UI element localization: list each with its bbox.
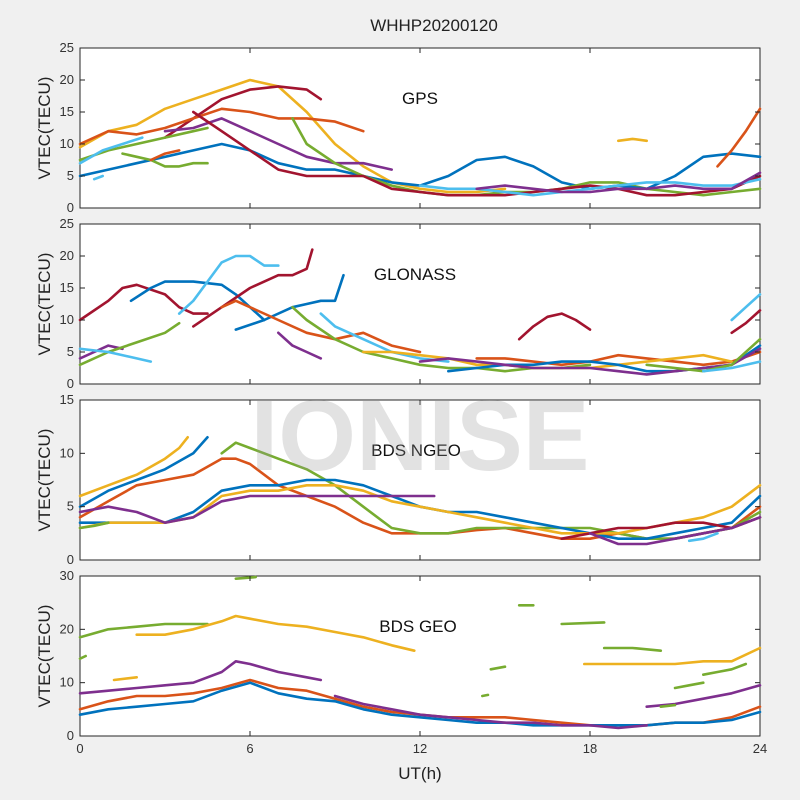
- series-line: [475, 350, 762, 367]
- series-line: [92, 174, 104, 181]
- panels: 0 5 10 15 20 25 GPS VTEC(TECU) 0 5 10 15 20 25 GLONASS…: [35, 40, 767, 756]
- y-axis-label: VTEC(TECU): [35, 253, 54, 356]
- x-tick-label: 6: [246, 741, 253, 756]
- y-tick-label: 15: [60, 392, 74, 407]
- series-line: [112, 676, 138, 682]
- y-tick-label: 20: [60, 621, 74, 636]
- series-line: [617, 137, 648, 143]
- y-tick-label: 20: [60, 248, 74, 263]
- series-line: [730, 309, 762, 335]
- y-tick-label: 25: [60, 40, 74, 55]
- axes-box: [79, 575, 761, 737]
- x-axis-label: UT(h): [398, 764, 441, 783]
- series-line: [234, 575, 257, 580]
- series-line: [560, 516, 762, 540]
- series-line: [78, 126, 209, 162]
- panel-glonass: 0 5 10 15 20 25 GLONASS VTEC(TECU): [35, 216, 762, 391]
- series-line: [78, 136, 144, 165]
- series-line: [333, 694, 648, 730]
- panel-label: BDS NGEO: [371, 441, 461, 460]
- series-line: [78, 436, 189, 498]
- series-line: [481, 693, 490, 698]
- series-line: [78, 521, 110, 530]
- series-line: [149, 149, 181, 162]
- series-line: [588, 516, 762, 546]
- y-tick-label: 10: [60, 312, 74, 327]
- series-line: [730, 293, 762, 322]
- series-line: [418, 347, 762, 376]
- series-line: [78, 78, 507, 194]
- series-line: [135, 614, 416, 652]
- series-line: [560, 621, 606, 626]
- x-tick-label: 18: [583, 741, 597, 756]
- series-line: [659, 703, 677, 708]
- series-line: [78, 347, 153, 363]
- panel-bds-ngeo: 0 5 10 15 BDS NGEO VTEC(TECU): [35, 392, 762, 567]
- series-line: [602, 646, 663, 652]
- series-line: [291, 117, 762, 197]
- series-line: [716, 107, 762, 168]
- series-line: [673, 681, 705, 690]
- y-tick-label: 0: [67, 728, 74, 743]
- series-line: [277, 331, 323, 360]
- series-line: [78, 654, 87, 660]
- series-line: [489, 665, 507, 671]
- y-tick-label: 10: [60, 445, 74, 460]
- series-line: [702, 662, 748, 676]
- y-tick-label: 0: [67, 552, 74, 567]
- figure-title: WHHP20200120: [370, 16, 498, 35]
- series-line: [234, 273, 345, 331]
- series-line: [517, 312, 592, 341]
- y-tick-label: 25: [60, 216, 74, 231]
- panel-gps: 0 5 10 15 20 25 GPS VTEC(TECU): [35, 40, 762, 215]
- y-tick-label: 5: [67, 168, 74, 183]
- y-axis-label: VTEC(TECU): [35, 605, 54, 708]
- series-line: [78, 494, 436, 524]
- series-line: [192, 110, 762, 197]
- y-axis-label: VTEC(TECU): [35, 429, 54, 532]
- panel-label: BDS GEO: [379, 617, 456, 636]
- series-line: [78, 660, 323, 695]
- y-tick-label: 20: [60, 72, 74, 87]
- y-tick-label: 10: [60, 675, 74, 690]
- y-tick-label: 15: [60, 280, 74, 295]
- series-line: [163, 117, 393, 171]
- series-line: [702, 360, 762, 373]
- series-line: [220, 299, 422, 354]
- series-line: [475, 171, 762, 194]
- series-line: [78, 436, 209, 508]
- series-line: [319, 312, 450, 363]
- series-line: [687, 532, 719, 543]
- y-tick-label: 15: [60, 104, 74, 119]
- x-tick-label: 0: [76, 741, 83, 756]
- y-tick-label: 10: [60, 136, 74, 151]
- series-line: [78, 107, 365, 146]
- x-tick-label: 12: [413, 741, 427, 756]
- series-line: [177, 254, 280, 315]
- series-line: [583, 646, 762, 666]
- series-line: [78, 344, 124, 360]
- panel-label: GPS: [402, 89, 438, 108]
- series-line: [78, 142, 592, 191]
- series-line: [78, 321, 181, 367]
- series-line: [78, 283, 209, 322]
- y-tick-label: 0: [67, 376, 74, 391]
- series-line: [220, 441, 762, 540]
- y-tick-label: 5: [67, 499, 74, 514]
- panel-bds-geo: 0 10 20 30 0 6 12 18 24 BDS GEO VTEC(TECU): [35, 568, 767, 756]
- series-line: [121, 152, 209, 168]
- y-tick-label: 0: [67, 200, 74, 215]
- y-axis-label: VTEC(TECU): [35, 77, 54, 180]
- y-tick-label: 5: [67, 344, 74, 359]
- x-tick-label: 24: [753, 741, 767, 756]
- series-line: [78, 622, 209, 639]
- y-tick-label: 30: [60, 568, 74, 583]
- panel-label: GLONASS: [374, 265, 456, 284]
- watermark: IONISE: [251, 380, 590, 492]
